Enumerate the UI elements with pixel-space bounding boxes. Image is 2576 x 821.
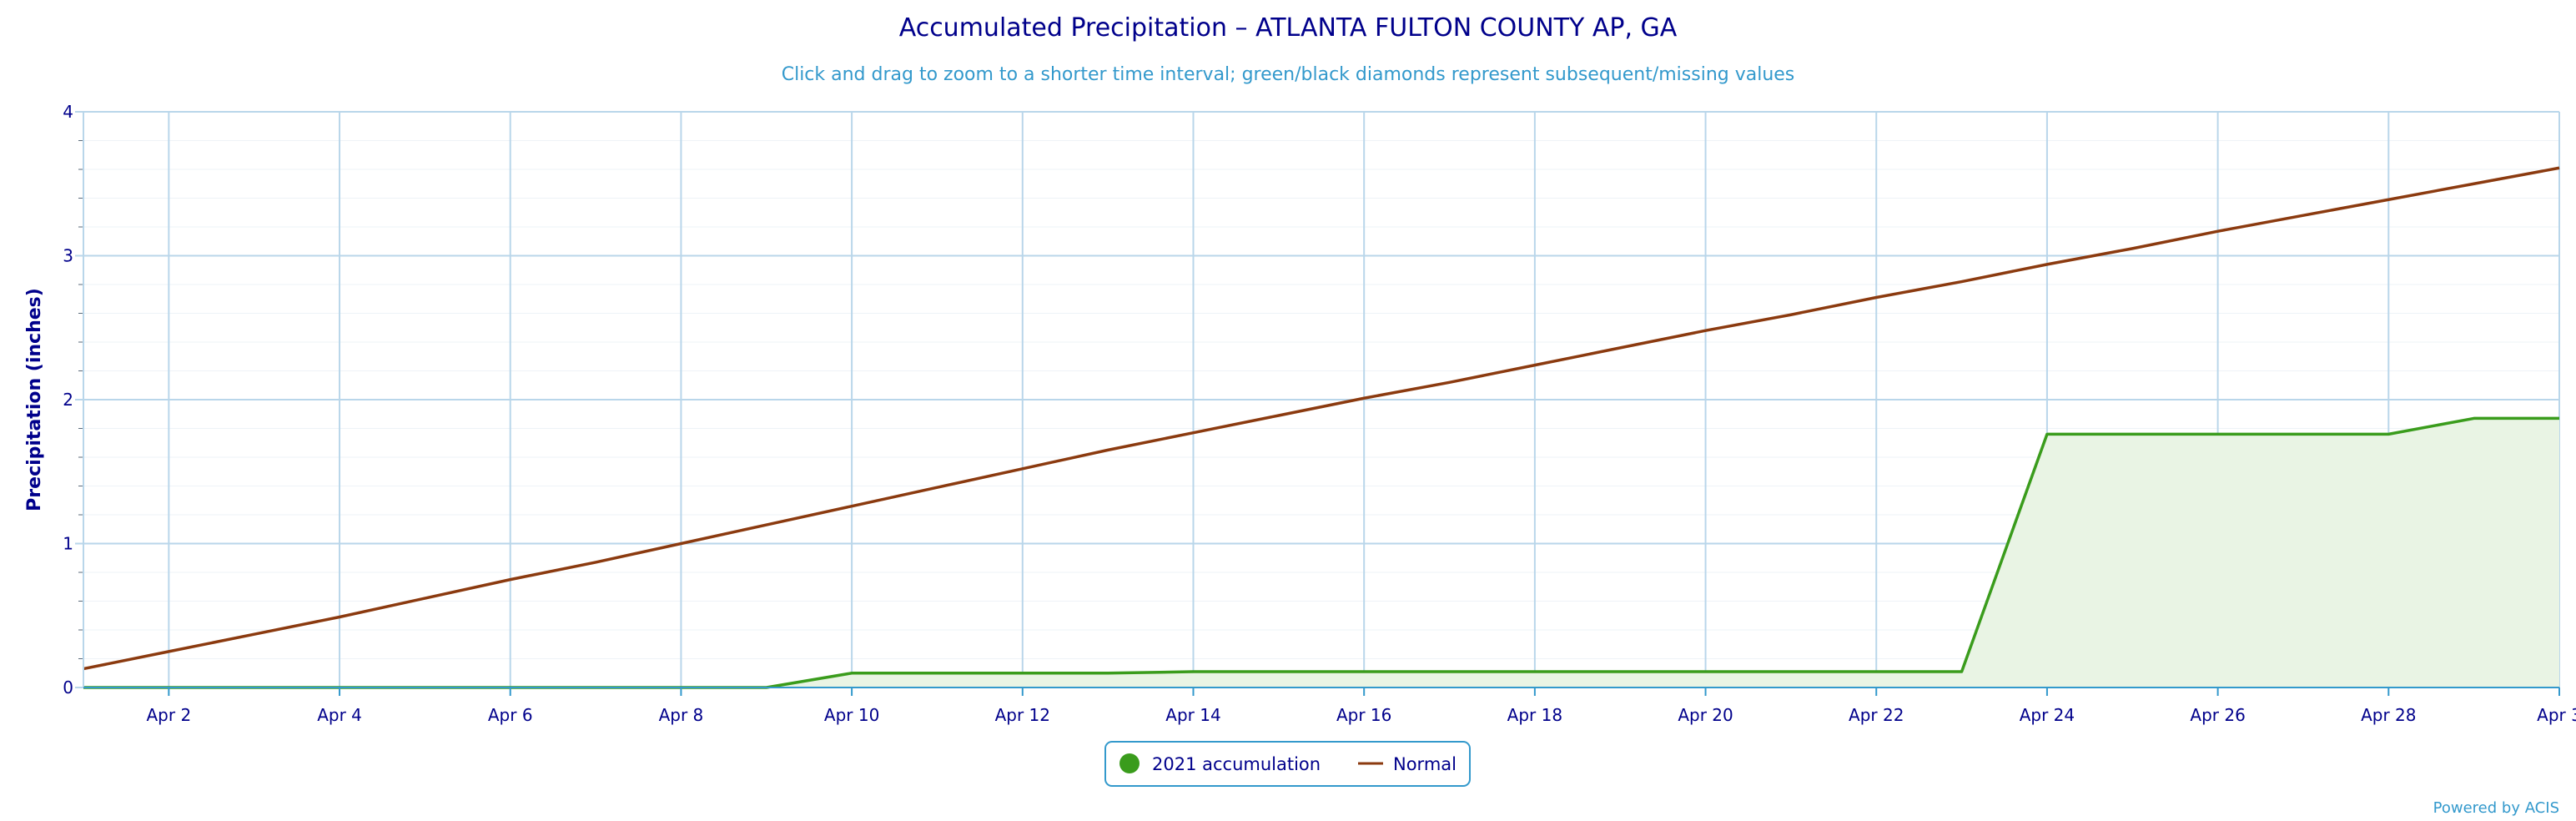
series-area-2021-accumulation: [83, 418, 2559, 688]
x-tick-label: Apr 18: [1507, 705, 1562, 725]
x-tick-label: Apr 3: [2537, 705, 2576, 725]
chart-subtitle: Click and drag to zoom to a shorter time…: [782, 64, 1795, 85]
y-tick-label: 2: [63, 390, 73, 410]
x-tick-label: Apr 6: [488, 705, 533, 725]
legend-item-2021-accumulation[interactable]: 2021 accumulation: [1119, 753, 1321, 774]
y-tick-label: 1: [63, 534, 73, 554]
legend-label: 2021 accumulation: [1152, 754, 1321, 774]
x-tick-label: Apr 26: [2190, 705, 2245, 725]
y-axis-label: Precipitation (inches): [24, 288, 45, 511]
series-line-normal: [83, 166, 2560, 671]
x-tick-label: Apr 8: [659, 705, 704, 725]
y-tick-labels: 0 1 2 3 4: [63, 102, 73, 698]
x-tick-label: Apr 12: [995, 705, 1050, 725]
y-tick-label: 4: [63, 102, 73, 122]
axes: [83, 112, 2560, 696]
legend-item-normal[interactable]: Normal: [1358, 754, 1457, 774]
credit-link[interactable]: Powered by ACIS: [2433, 799, 2559, 817]
x-tick-labels: Apr 2 Apr 4 Apr 6 Apr 8 Apr 10 Apr 12 Apr 14 Ap…: [147, 705, 2576, 725]
x-tick-label: Apr 10: [824, 705, 879, 725]
legend-box: [1104, 741, 1471, 787]
x-tick-label: Apr 16: [1336, 705, 1391, 725]
legend: 2021 accumulation Normal: [1104, 741, 1471, 787]
x-tick-label: Apr 22: [1849, 705, 1904, 725]
x-tick-label: Apr 28: [2361, 705, 2416, 725]
chart-title: Accumulated Precipitation – ATLANTA FULT…: [899, 13, 1678, 43]
legend-symbol-circle: [1119, 753, 1140, 773]
legend-label: Normal: [1393, 754, 1457, 774]
x-tick-label: Apr 14: [1165, 705, 1220, 725]
y-tick-label: 3: [63, 246, 73, 266]
area-layer: [83, 418, 2559, 688]
y-tick-label: 0: [63, 677, 73, 698]
x-tick-label: Apr 2: [147, 705, 192, 725]
x-tick-label: Apr 20: [1678, 705, 1733, 725]
x-tick-label: Apr 4: [317, 705, 362, 725]
x-tick-label: Apr 24: [2020, 705, 2075, 725]
